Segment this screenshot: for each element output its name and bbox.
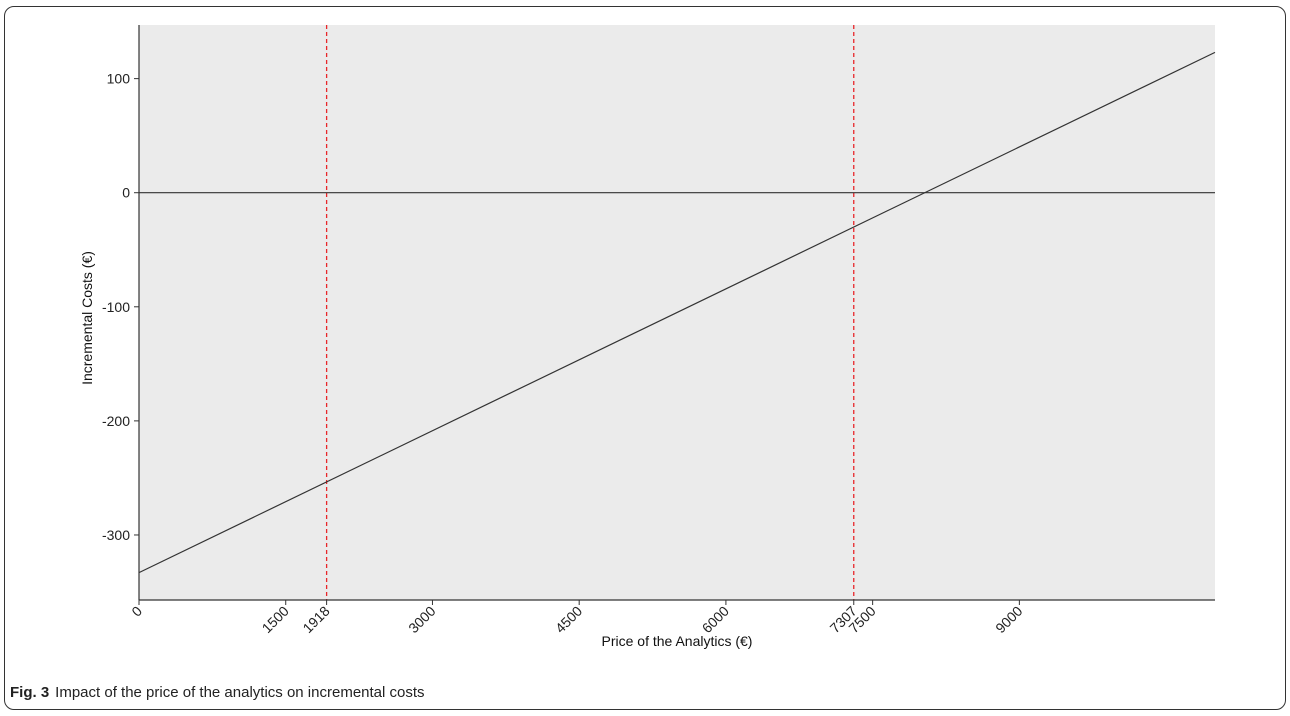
x-tick-label: 4500 bbox=[552, 603, 585, 636]
x-tick-label: 1918 bbox=[299, 603, 332, 636]
x-tick-label: 3000 bbox=[405, 603, 438, 636]
y-tick-label: -200 bbox=[102, 413, 130, 429]
y-tick-label: -100 bbox=[102, 299, 130, 315]
reference-lines bbox=[139, 25, 1215, 600]
x-tick-label: 9000 bbox=[992, 603, 1025, 636]
y-tick-label: 0 bbox=[122, 185, 130, 201]
x-tick-label: 6000 bbox=[699, 603, 732, 636]
caption-figure-label: Fig. 3 bbox=[10, 684, 50, 701]
x-axis-title: Price of the Analytics (€) bbox=[602, 633, 753, 649]
y-tick-label: -300 bbox=[102, 527, 130, 543]
series-line-1 bbox=[138, 51, 1216, 574]
x-tick-label: 0 bbox=[128, 603, 145, 620]
figure-caption: Fig. 3 Impact of the price of the analyti… bbox=[10, 684, 425, 701]
axes bbox=[138, 25, 1215, 601]
caption-text: Impact of the price of the analytics on … bbox=[55, 684, 425, 701]
y-tick-label: 100 bbox=[107, 71, 131, 87]
x-tick-label: 1500 bbox=[259, 603, 292, 636]
y-axis-title: Incremental Costs (€) bbox=[79, 251, 95, 385]
y-axis-ticks: 100 0 -100 -200 -300 bbox=[102, 71, 139, 543]
series-layer bbox=[138, 51, 1216, 574]
